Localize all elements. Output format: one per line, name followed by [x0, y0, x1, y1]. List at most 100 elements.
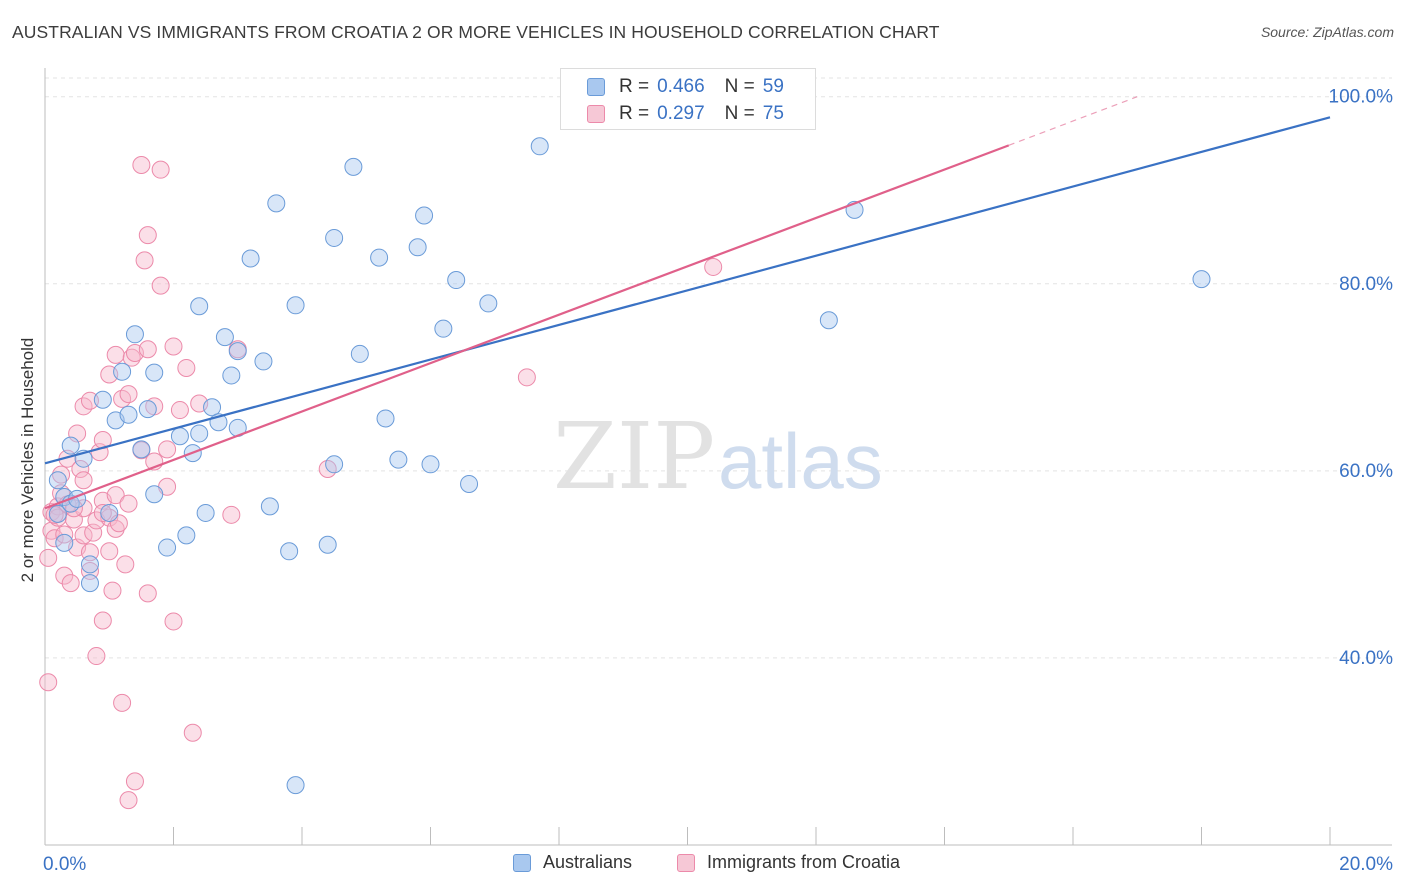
legend-row-australians: R = 0.466 N = 59	[561, 73, 784, 101]
australians-point	[479, 294, 498, 313]
croatia-point	[74, 471, 93, 490]
australians-point	[125, 325, 144, 344]
legend-item-australians[interactable]: Australians	[513, 852, 632, 873]
croatia-point	[55, 566, 74, 585]
series-legend: Australians Immigrants from Croatia	[0, 852, 1406, 876]
australians-point	[203, 398, 222, 417]
croatia-point	[87, 647, 106, 666]
australians-point	[325, 228, 344, 247]
croatia-point	[106, 486, 125, 505]
legend-n-value: 59	[762, 76, 784, 97]
croatia-point	[116, 555, 135, 574]
australians-point	[421, 455, 440, 474]
croatia-point	[151, 160, 170, 179]
australians-point	[260, 497, 279, 516]
australians-point	[228, 342, 247, 361]
croatia-point	[125, 772, 144, 791]
croatia-point	[158, 440, 177, 459]
croatia-point	[113, 389, 132, 408]
croatia-point	[183, 723, 202, 742]
legend-item-croatia[interactable]: Immigrants from Croatia	[677, 852, 900, 873]
australians-point	[61, 436, 80, 455]
australians-point	[80, 555, 99, 574]
australians-point	[196, 503, 215, 522]
australians-point	[254, 352, 273, 371]
australians-point	[241, 249, 260, 268]
axes	[44, 68, 1392, 846]
y-tick-label: 40.0%	[1339, 648, 1393, 669]
legend-r-label: R =	[619, 103, 650, 124]
y-axis-label: 2 or more Vehicles in Household	[18, 337, 37, 583]
y-tick-label: 100.0%	[1329, 87, 1394, 108]
australians-point	[190, 297, 209, 316]
australians-point	[48, 471, 67, 490]
x-tick-labels: 0.0% 20.0%	[43, 854, 1393, 875]
australians-point	[286, 776, 305, 795]
croatia-point	[151, 276, 170, 295]
croatia-point	[71, 459, 90, 478]
chart-title: AUSTRALIAN VS IMMIGRANTS FROM CROATIA 2 …	[12, 22, 940, 42]
croatia-point	[170, 401, 189, 420]
australians-point	[530, 137, 549, 156]
croatia-point	[100, 508, 119, 527]
legend-n-value: 75	[762, 103, 784, 124]
legend-r-label: R =	[619, 76, 650, 97]
australians-point	[132, 440, 151, 459]
australians-point	[325, 455, 344, 474]
australians-point	[177, 526, 196, 545]
croatia-point	[164, 612, 183, 631]
australians-point	[145, 485, 164, 504]
croatia-point	[222, 505, 241, 524]
croatia-point	[48, 508, 67, 527]
y-tick-labels: 40.0% 60.0% 80.0% 100.0%	[1329, 87, 1394, 669]
legend-n-label: N =	[724, 103, 755, 124]
croatia-point	[61, 574, 80, 593]
australians-point	[460, 474, 479, 493]
australians-point	[286, 296, 305, 315]
croatia-point	[45, 529, 64, 548]
correlation-legend: R = 0.466 N = 59 R = 0.297 N = 75	[560, 68, 816, 130]
australians-point	[80, 574, 99, 593]
australians-point	[48, 504, 67, 523]
croatia-point	[39, 673, 58, 692]
legend-label-australians: Australians	[543, 852, 633, 872]
australians-point	[267, 194, 286, 213]
australians-point	[280, 542, 299, 561]
australians-point	[138, 400, 157, 419]
croatia-point	[113, 693, 132, 712]
australians-point	[190, 424, 209, 443]
australians-point	[170, 427, 189, 446]
gridlines	[45, 77, 1392, 659]
legend-row-croatia: R = 0.297 N = 75	[561, 100, 784, 128]
croatia-point	[119, 791, 138, 810]
croatia-point	[80, 391, 99, 410]
legend-swatch-pink	[677, 853, 695, 872]
australians-point	[819, 311, 838, 330]
legend-label-croatia: Immigrants from Croatia	[707, 852, 901, 872]
croatia-point	[138, 340, 157, 359]
y-tick-label: 80.0%	[1339, 274, 1393, 295]
australians-point	[344, 157, 363, 176]
legend-r-value: 0.297	[657, 103, 705, 124]
croatia-point	[164, 337, 183, 356]
croatia-trend-extension	[1008, 96, 1138, 146]
croatia-point	[93, 503, 112, 522]
australians-trend-line	[44, 116, 1331, 465]
watermark-atlas: atlas	[718, 417, 883, 505]
croatia-point	[318, 459, 337, 478]
australians-point	[55, 533, 74, 552]
croatia-point	[106, 345, 125, 364]
x-tick-label: 20.0%	[1339, 854, 1393, 875]
y-tick-label: 60.0%	[1339, 461, 1393, 482]
australians-point	[100, 503, 119, 522]
croatia-point	[138, 226, 157, 245]
croatia-point	[119, 494, 138, 513]
croatia-point	[93, 611, 112, 630]
australians-point	[415, 206, 434, 225]
watermark-zip: ZIP	[553, 403, 715, 510]
legend-swatch-blue	[513, 853, 531, 872]
croatia-point	[135, 251, 154, 270]
croatia-point	[52, 465, 71, 484]
australians-point	[1192, 270, 1211, 289]
